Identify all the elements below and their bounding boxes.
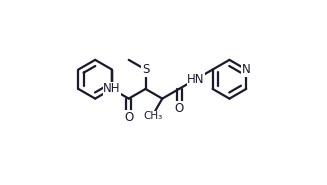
Text: NH: NH (103, 83, 121, 95)
Text: S: S (142, 63, 149, 76)
Text: O: O (124, 110, 133, 124)
Text: O: O (174, 102, 184, 115)
Text: CH₃: CH₃ (143, 111, 162, 121)
Text: HN: HN (187, 73, 205, 86)
Text: N: N (242, 63, 250, 76)
